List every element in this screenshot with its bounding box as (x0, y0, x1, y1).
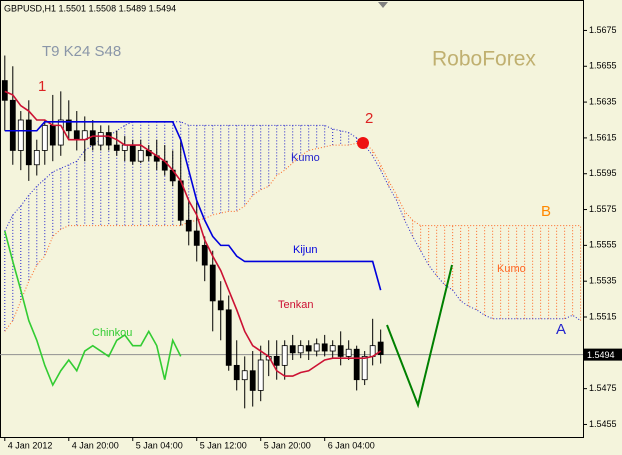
x-tick-label: 5 Jan 20:00 (264, 440, 311, 450)
y-tick-label: 1.5475 (589, 383, 617, 393)
cross-point (357, 137, 369, 149)
x-tick-label: 5 Jan 04:00 (136, 440, 183, 450)
x-tick-label: 4 Jan 2012 (8, 440, 53, 450)
candle-body (105, 132, 112, 146)
marker-label: 1 (38, 78, 46, 95)
indicator-line (4, 120, 382, 291)
candle-body (57, 119, 64, 146)
candle-body (305, 345, 312, 352)
series-label: Chinkou (92, 327, 132, 339)
forecast-arrow (386, 264, 453, 409)
chart-title: GBPUSD,H1 1.5501 1.5508 1.5489 1.5494 (4, 3, 176, 13)
bid-box (584, 348, 622, 361)
candle-body (1, 80, 8, 101)
candle-body (329, 345, 336, 352)
candle-body (17, 119, 24, 151)
y-tick-label: 1.5655 (589, 61, 617, 71)
candle-body (225, 309, 232, 366)
series-label: Kijun (293, 244, 317, 256)
candle-body (289, 345, 296, 354)
bid-label: 1.5494 (587, 350, 615, 360)
candle-body (345, 348, 352, 357)
y-tick-label: 1.5675 (589, 25, 617, 35)
marker-label: 2 (365, 110, 373, 127)
kumo-label: Kumo (497, 263, 526, 275)
plot-area (0, 0, 584, 438)
y-tick-label: 1.5575 (589, 204, 617, 214)
candle-body (217, 300, 224, 311)
indicator-line (4, 230, 182, 387)
x-tick-label: 4 Jan 20:00 (72, 440, 119, 450)
span-label: B (541, 203, 551, 220)
candle-body (209, 264, 216, 302)
candle-body (377, 341, 384, 356)
candle-body (129, 144, 136, 162)
candle-body (249, 370, 256, 391)
x-tick-label: 6 Jan 04:00 (328, 440, 375, 450)
brand: RoboForex (432, 48, 536, 71)
y-tick-label: 1.5535 (589, 276, 617, 286)
candle-body (273, 356, 280, 366)
y-tick-label: 1.5635 (589, 96, 617, 106)
indicator-line (4, 90, 382, 377)
candle-body (49, 124, 56, 146)
candle-body (25, 119, 32, 166)
y-tick-label: 1.5455 (589, 419, 617, 429)
candle-body (193, 230, 200, 246)
plot-layer (0, 55, 583, 409)
candle-body (137, 150, 144, 162)
candle-body (257, 359, 264, 391)
candle-body (337, 345, 344, 357)
candle-body (89, 130, 96, 146)
candle-body (41, 124, 48, 151)
candle-body (361, 356, 368, 381)
candle-body (73, 130, 80, 141)
y-tick-label: 1.5555 (589, 240, 617, 250)
candle-body (65, 119, 72, 132)
candle-body (241, 370, 248, 381)
candle-body (33, 150, 40, 166)
candle-body (121, 144, 128, 151)
shift-marker (378, 2, 388, 8)
candle-body (185, 219, 192, 232)
candle-body (233, 364, 240, 381)
candle-body (313, 343, 320, 352)
candle-body (201, 244, 208, 266)
settings-label: T9 K24 S48 (42, 43, 121, 60)
x-tick-label: 5 Jan 12:00 (200, 440, 247, 450)
y-tick-label: 1.5615 (589, 132, 617, 142)
candle-body (113, 144, 120, 151)
series-label: Tenkan (278, 299, 313, 311)
candle-body (97, 132, 104, 146)
candle-body (321, 343, 328, 352)
kumo-label: Kumo (291, 152, 320, 164)
cloud-edge (4, 142, 581, 332)
span-label: A (556, 321, 566, 338)
candle-body (281, 345, 288, 366)
candle-body (353, 348, 360, 381)
y-tick-label: 1.5595 (589, 168, 617, 178)
candle-body (297, 345, 304, 354)
candle-body (9, 99, 16, 151)
y-tick-label: 1.5515 (589, 311, 617, 321)
